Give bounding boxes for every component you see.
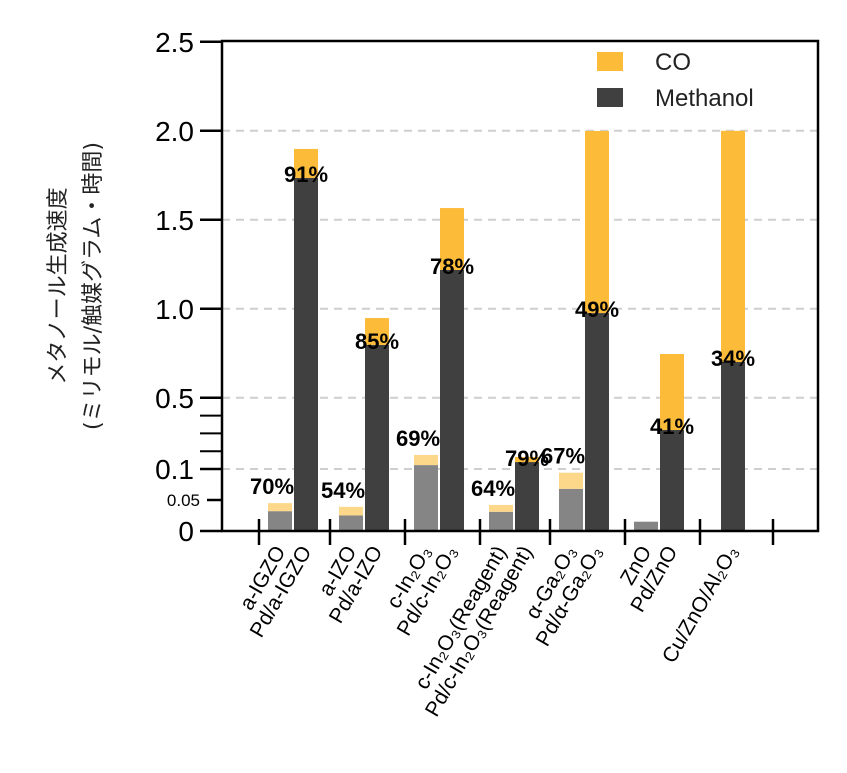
bar-methanol [339,515,363,531]
bar-methanol [559,488,583,531]
bar-co [268,503,292,512]
methanol-selectivity-label: 54% [321,478,365,503]
y-tick-label: 1.0 [155,294,194,325]
bar-co [559,472,583,489]
methanol-selectivity-label: 78% [430,254,474,279]
bar-co [660,354,684,431]
bar-co [440,208,464,270]
bar-co [721,130,745,363]
methanol-selectivity-label: 70% [250,474,294,499]
legend-swatch-methanol [597,88,623,107]
y-axis-label: メタノール生成速度 (ミリモル/触媒グラム・時間) [46,142,106,430]
methanol-selectivity-label: 64% [471,476,515,501]
y-tick-label: 2.5 [155,27,194,58]
bar-methanol [440,269,464,531]
bar-co [414,454,438,466]
y-tick-label: 0.05 [167,491,200,510]
y-tick-label: 1.5 [155,205,194,236]
methanol-selectivity-label: 85% [355,329,399,354]
bar-co [339,506,363,516]
bar-co [515,457,539,463]
methanol-selectivity-label: 41% [650,414,694,439]
legend-label-methanol: Methanol [655,85,754,112]
methanol-selectivity-label: 34% [711,346,755,371]
bar-methanol [721,362,745,531]
y-tick-label: 2.0 [155,116,194,147]
bar-methanol [268,511,292,531]
legend: CO Methanol [597,49,754,112]
bar-methanol [365,344,389,531]
bar-methanol [489,511,513,531]
bar-co [489,504,513,512]
bar-methanol [414,465,438,531]
methanol-selectivity-label: 69% [396,426,440,451]
y-tick-label: 0 [178,516,194,547]
methanol-selectivity-label: 91% [284,162,328,187]
bar-co [365,318,389,345]
bar-co [585,130,609,314]
plot-frame [220,39,820,533]
legend-swatch-co [597,52,623,71]
y-axis-label-line1: メタノール生成速度 [46,187,71,384]
bar-methanol [294,177,318,531]
legend-label-co: CO [655,49,691,76]
bar-methanol [634,521,658,531]
y-tick-label: 0.1 [155,454,194,485]
methanol-selectivity-label: 79% [505,446,549,471]
bar-methanol [585,313,609,531]
bar-co [294,148,318,178]
bar-methanol [660,430,684,531]
methanol-selectivity-label: 67% [541,444,585,469]
methanol-selectivity-label: 49% [575,297,619,322]
bar-methanol [515,462,539,531]
y-tick-label: 0.5 [155,383,194,414]
y-axis-label-line2: (ミリモル/触媒グラム・時間) [81,142,106,430]
